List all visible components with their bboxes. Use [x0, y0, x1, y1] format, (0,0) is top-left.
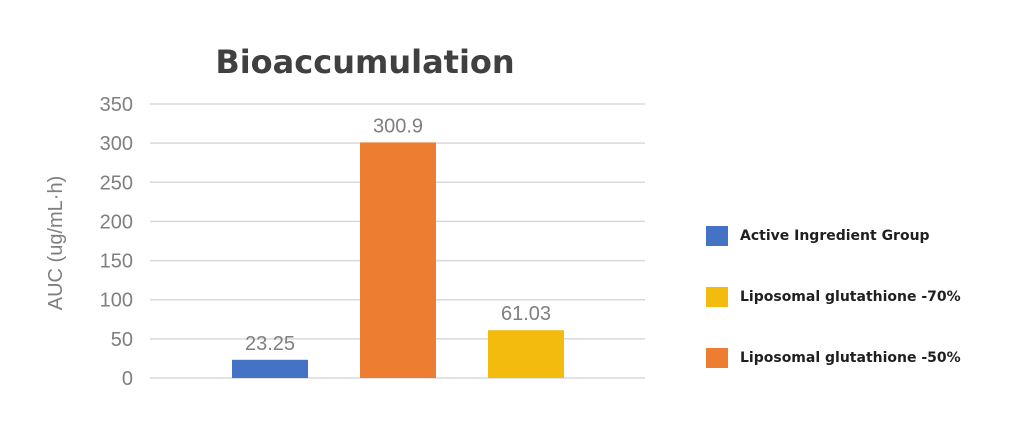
legend-item-liposomal-70: Liposomal glutathione -70%	[706, 287, 1016, 307]
legend-item-active-ingredient: Active Ingredient Group	[706, 226, 1016, 246]
legend-swatch	[706, 226, 728, 246]
data-labels: 23.25 300.9 61.03	[245, 115, 551, 354]
bar-value-label: 23.25	[245, 333, 295, 355]
y-tick-label: 350	[100, 94, 133, 116]
y-tick-label: 150	[100, 251, 133, 273]
y-tick-label: 300	[100, 133, 133, 155]
bar	[360, 142, 436, 378]
y-axis-label: AUC (ug/mL·h)	[45, 176, 67, 310]
y-tick-label: 250	[100, 172, 133, 194]
legend-swatch	[706, 287, 728, 307]
bar-value-label: 61.03	[501, 303, 551, 325]
legend-label: Active Ingredient Group	[740, 228, 930, 244]
y-tick-label: 100	[100, 290, 133, 312]
bar	[488, 330, 564, 378]
y-tick-label: 200	[100, 211, 133, 233]
legend-swatch	[706, 348, 728, 368]
legend-item-liposomal-50: Liposomal glutathione -50%	[706, 348, 1016, 368]
bar-value-label: 300.9	[373, 115, 423, 137]
chart-title: Bioaccumulation	[215, 43, 514, 81]
legend-label: Liposomal glutathione -70%	[740, 289, 961, 305]
y-tick-label: 50	[111, 329, 133, 351]
legend: Active Ingredient Group Liposomal glutat…	[706, 226, 1016, 409]
legend-label: Liposomal glutathione -50%	[740, 350, 961, 366]
bars	[232, 142, 564, 378]
y-axis-ticks: 0 50 100 150 200 250 300 350	[100, 94, 133, 390]
bar	[232, 359, 308, 378]
y-tick-label: 0	[122, 368, 133, 390]
